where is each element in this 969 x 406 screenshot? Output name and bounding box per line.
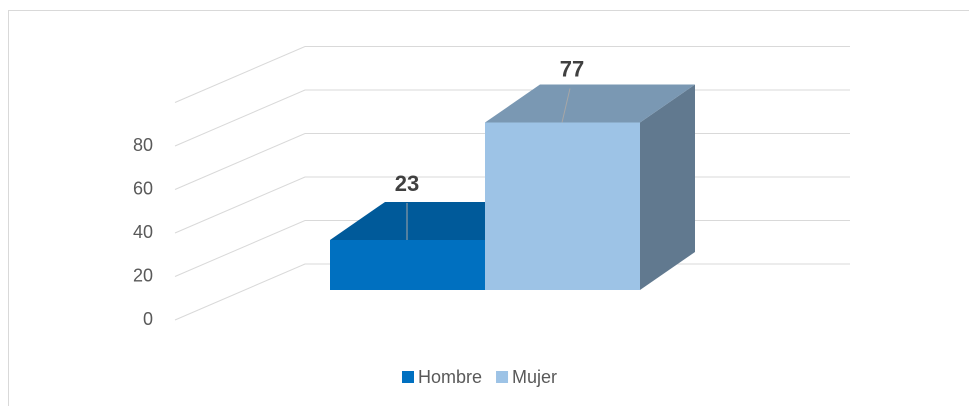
- legend-label: Mujer: [512, 367, 557, 387]
- y-tick-label: 0: [143, 309, 153, 329]
- leader-line: [561, 88, 571, 123]
- legend-swatch: [402, 371, 414, 383]
- bar: [485, 84, 695, 291]
- chart-frame: [8, 10, 969, 406]
- bar-front: [330, 239, 485, 290]
- y-tick-label: 80: [133, 135, 153, 155]
- legend-label: Hombre: [418, 367, 482, 387]
- axis-top-edge: [174, 46, 850, 103]
- value-label: 23: [395, 171, 419, 196]
- legend-swatch: [496, 371, 509, 383]
- bar-front: [485, 122, 640, 291]
- bar-top: [485, 84, 695, 123]
- value-label: 77: [560, 56, 584, 81]
- y-tick-label: 40: [133, 222, 153, 242]
- y-tick-label: 20: [133, 265, 153, 285]
- bar-side: [640, 84, 695, 291]
- y-tick-label: 60: [133, 178, 153, 198]
